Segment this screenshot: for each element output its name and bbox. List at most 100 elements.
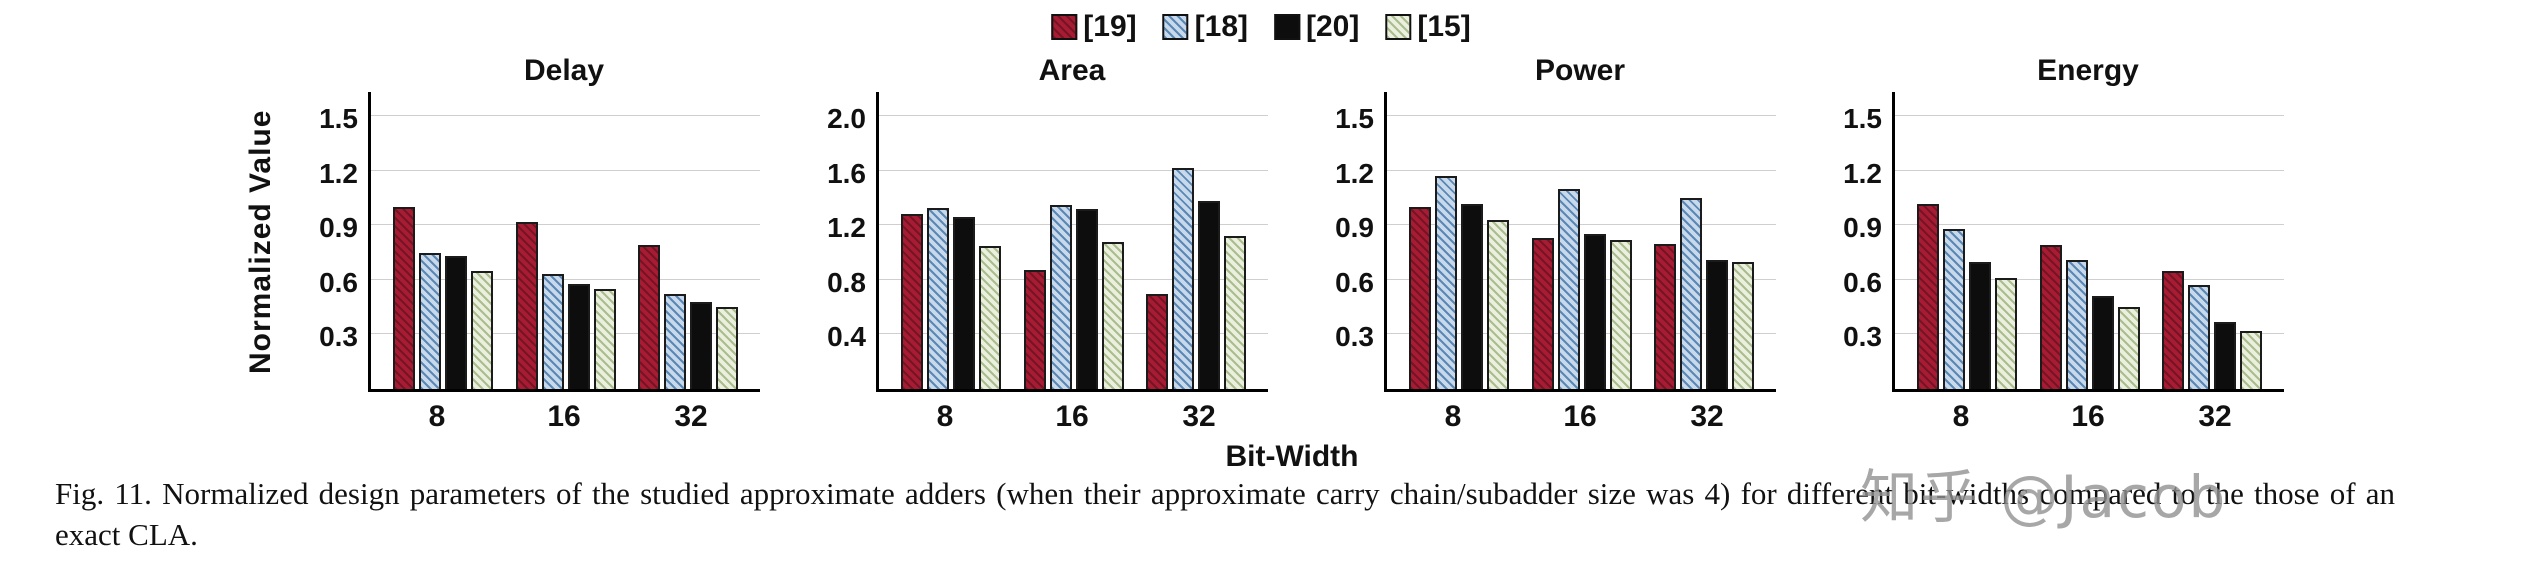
bar-20-bw8 — [953, 217, 976, 389]
bar-group-8 — [393, 207, 494, 389]
bar-18-bw32 — [1679, 198, 1702, 389]
plot-area — [1892, 92, 2284, 392]
legend-label: [15] — [1417, 10, 1471, 43]
bar-18-bw8 — [927, 207, 950, 389]
y-tick-label: 1.6 — [827, 157, 866, 189]
bar-15-bw16 — [1609, 239, 1632, 389]
bar-20-bw16 — [567, 283, 590, 389]
bar-15-bw8 — [1995, 278, 2018, 389]
legend-item-18: [18] — [1162, 10, 1248, 44]
gridline — [371, 278, 760, 280]
bar-group-8 — [1917, 203, 2018, 389]
gridline — [1387, 278, 1776, 280]
y-tick-label: 0.3 — [319, 321, 358, 353]
x-tick-label: 16 — [2071, 400, 2105, 433]
chart-area: Area 0.4 0.8 1.2 1.6 2.0 8 16 32 — [808, 54, 1268, 434]
bar-20-bw16 — [1583, 234, 1606, 389]
bar-15-bw8 — [1487, 219, 1510, 389]
bar-18-bw16 — [2065, 259, 2088, 389]
plot-area — [1384, 92, 1776, 392]
y-tick-label: 0.8 — [827, 266, 866, 298]
bar-19-bw32 — [637, 245, 660, 389]
bar-18-bw16 — [1049, 204, 1072, 389]
bar-group-16 — [515, 221, 616, 389]
bar-18-bw8 — [1943, 229, 1966, 389]
x-tick-label: 16 — [547, 400, 581, 433]
y-axis-label: Normalized Value — [244, 109, 277, 375]
bar-20-bw8 — [1969, 261, 1992, 389]
gridline — [1387, 333, 1776, 335]
legend-swatch — [1051, 14, 1078, 40]
x-tick-label: 32 — [1690, 400, 1724, 433]
bar-20-bw8 — [1461, 203, 1484, 389]
legend-label: [19] — [1083, 10, 1137, 43]
bar-15-bw8 — [979, 245, 1002, 389]
bar-group-32 — [637, 245, 738, 389]
y-tick-label: 1.5 — [1843, 103, 1882, 135]
bar-19-bw16 — [2039, 245, 2062, 389]
bar-18-bw32 — [2187, 285, 2210, 389]
bar-18-bw8 — [1435, 176, 1458, 389]
legend-item-20: [20] — [1274, 10, 1359, 44]
legend: [19] [18] [20] [15] — [1051, 10, 1471, 44]
bar-19-bw8 — [393, 207, 416, 389]
bar-20-bw16 — [1075, 209, 1098, 389]
bar-15-bw32 — [1731, 261, 1754, 389]
legend-swatch — [1385, 14, 1412, 40]
y-tick-label: 0.6 — [1843, 266, 1882, 298]
figure-caption: Fig. 11. Normalized design parameters of… — [55, 476, 2395, 552]
bar-18-bw16 — [541, 274, 564, 389]
x-tick-label: 32 — [674, 400, 708, 433]
bar-19-bw32 — [1653, 243, 1676, 389]
bar-19-bw16 — [1023, 270, 1046, 389]
bar-group-8 — [901, 207, 1002, 389]
gridline — [1387, 224, 1776, 226]
y-tick-label: 0.3 — [1335, 321, 1374, 353]
bar-group-32 — [2161, 270, 2262, 389]
x-tick-label: 8 — [1444, 400, 1462, 433]
legend-swatch — [1274, 14, 1300, 40]
gridline — [879, 115, 1268, 117]
bar-18-bw32 — [663, 294, 686, 389]
gridline — [371, 333, 760, 335]
gridline — [1387, 169, 1776, 171]
legend-item-19: [19] — [1051, 10, 1137, 44]
bar-19-bw32 — [1145, 293, 1168, 389]
y-tick-label: 0.6 — [319, 266, 358, 298]
gridline — [1895, 224, 2284, 226]
x-tick-label: 16 — [1563, 400, 1597, 433]
bar-group-8 — [1409, 176, 1510, 389]
legend-label: [18] — [1194, 10, 1248, 43]
y-tick-label: 0.9 — [1843, 212, 1882, 244]
gridline — [1387, 115, 1776, 117]
bar-20-bw32 — [689, 301, 712, 389]
gridline — [371, 169, 760, 171]
gridline — [879, 169, 1268, 171]
x-tick-label: 8 — [1952, 400, 1970, 433]
bar-18-bw16 — [1557, 189, 1580, 389]
gridline — [371, 224, 760, 226]
bar-15-bw16 — [2117, 307, 2140, 389]
y-tick-label: 1.2 — [319, 157, 358, 189]
bar-20-bw32 — [1197, 200, 1220, 389]
x-tick-label: 32 — [1182, 400, 1216, 433]
x-axis-label: Bit-Width — [1225, 440, 1359, 473]
bar-19-bw16 — [515, 221, 538, 389]
bar-20-bw32 — [1705, 259, 1728, 389]
bar-18-bw32 — [1171, 168, 1194, 389]
bar-19-bw32 — [2161, 270, 2184, 389]
bar-18-bw8 — [419, 252, 442, 389]
y-tick-label: 1.5 — [1335, 103, 1374, 135]
y-axis-ticks: 0.3 0.6 0.9 1.2 1.5 — [300, 92, 368, 392]
x-tick-label: 8 — [936, 400, 954, 433]
bar-15-bw32 — [715, 307, 738, 389]
gridline — [879, 333, 1268, 335]
gridline — [879, 224, 1268, 226]
plot-area — [368, 92, 760, 392]
chart-title: Energy — [2037, 54, 2139, 87]
chart-delay: Delay 0.3 0.6 0.9 1.2 1.5 8 16 32 — [300, 54, 760, 434]
y-tick-label: 1.2 — [1843, 157, 1882, 189]
x-tick-label: 16 — [1055, 400, 1089, 433]
y-tick-label: 2.0 — [827, 103, 866, 135]
